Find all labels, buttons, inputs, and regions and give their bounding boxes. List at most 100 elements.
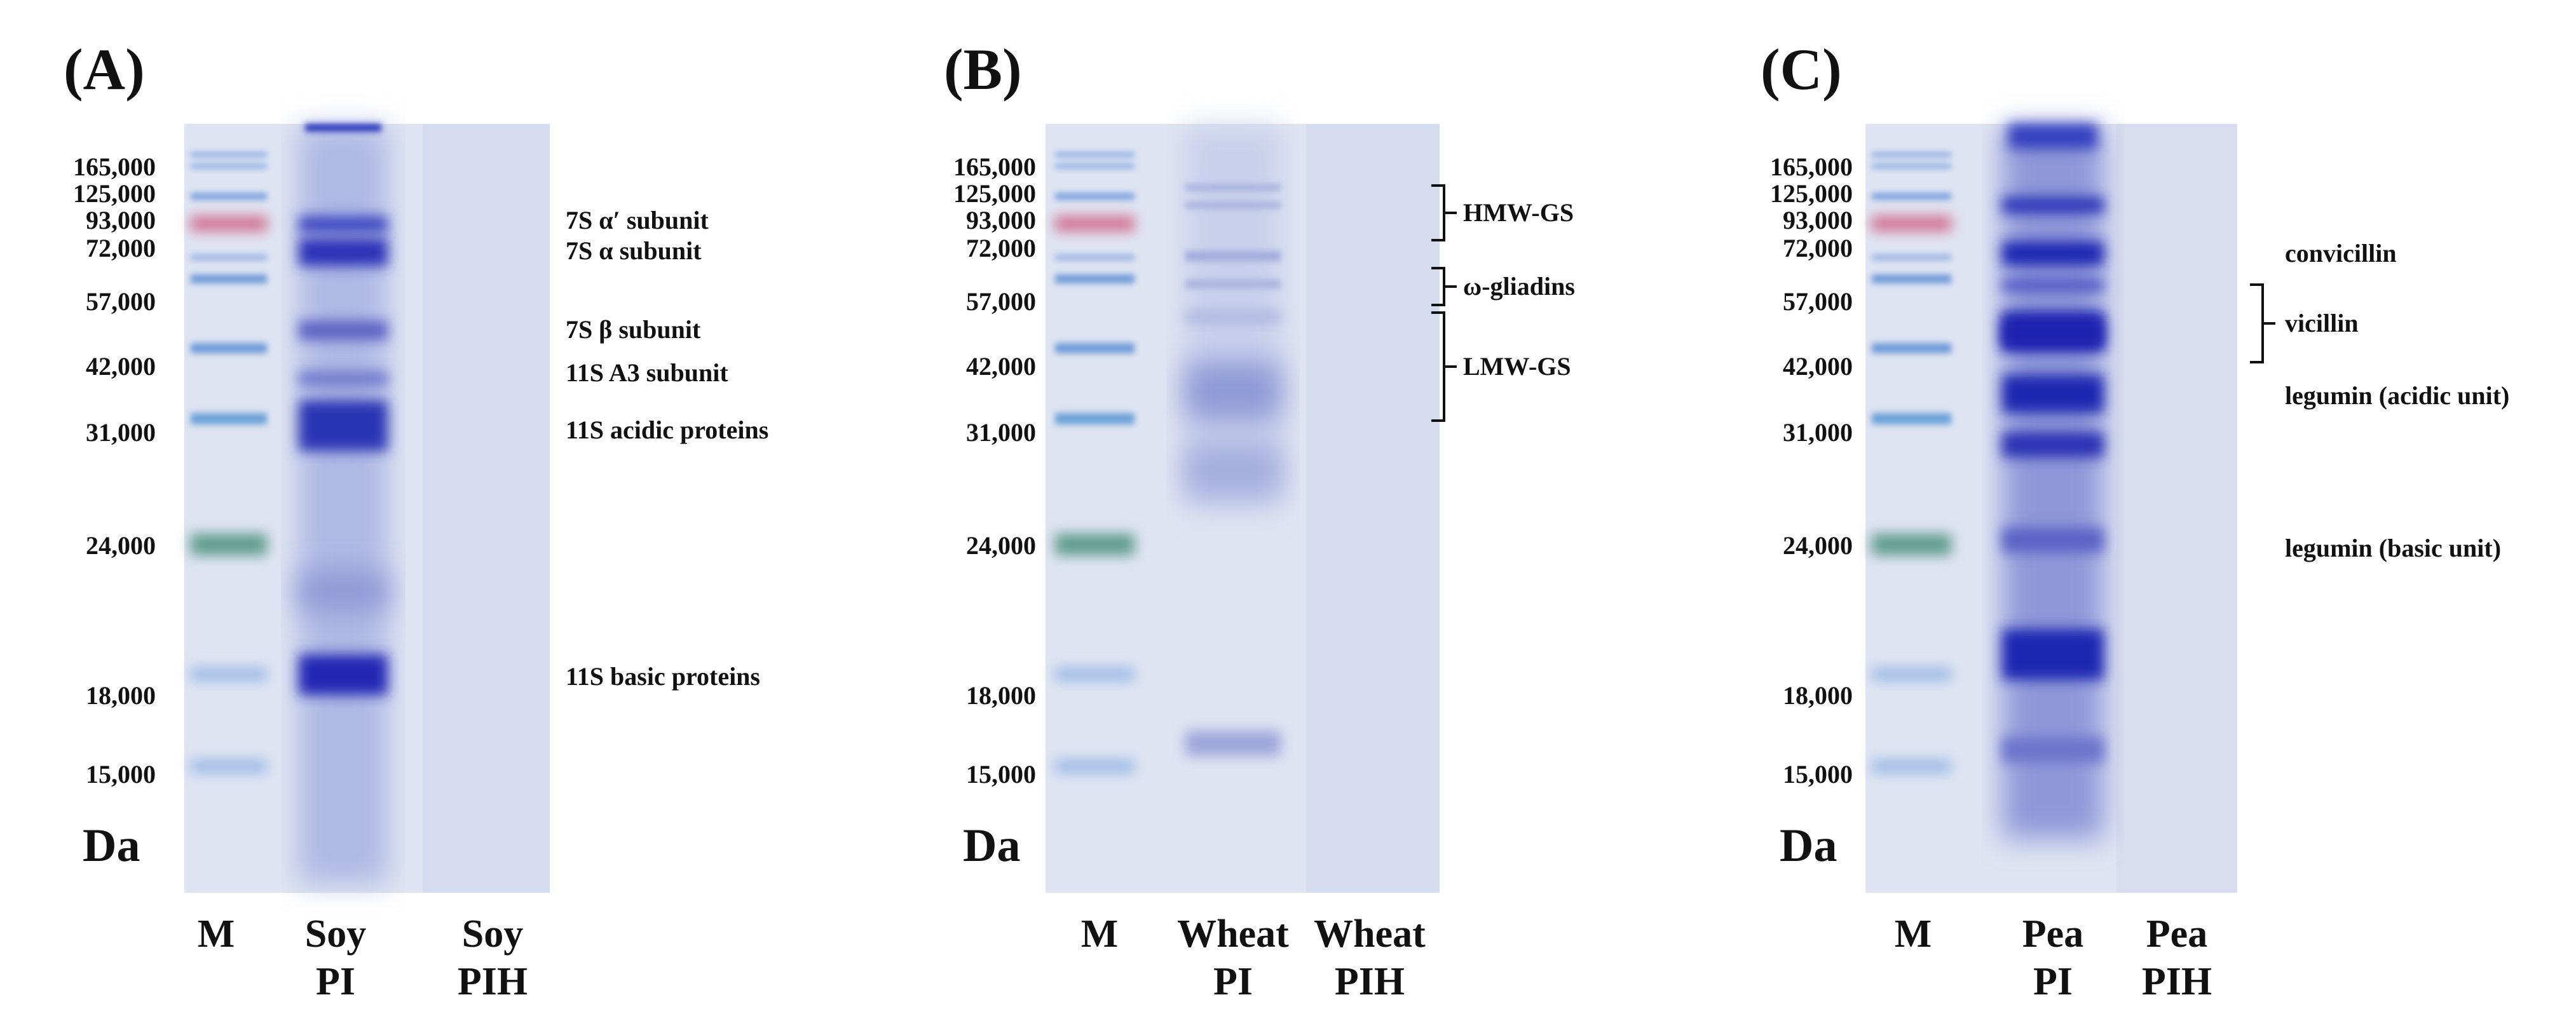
marker-band: [1055, 667, 1135, 681]
mw-label: 24,000: [1783, 531, 1853, 560]
mw-label: 24,000: [86, 531, 156, 560]
panel-a-marker-lane: [191, 152, 267, 773]
mw-label: 42,000: [1783, 352, 1853, 381]
panel-c-annotations: convicillin vicillin legumin (acidic uni…: [2250, 239, 2509, 562]
mw-label: 165,000: [73, 152, 156, 181]
marker-band: [191, 343, 267, 353]
marker-band: [1872, 759, 1951, 773]
lane-label-line2: PIH: [1335, 960, 1405, 1003]
protein-band: [299, 400, 388, 451]
mw-label: 93,000: [966, 206, 1036, 234]
panel-a-mw-labels: 165,000 125,000 93,000 72,000 57,000 42,…: [73, 152, 156, 789]
mw-label: 15,000: [86, 760, 156, 789]
marker-band: [1872, 343, 1951, 353]
protein-band: [2002, 280, 2104, 291]
mw-label: 57,000: [966, 287, 1036, 316]
band-annotation: vicillin: [2285, 309, 2359, 337]
protein-band: [2002, 318, 2104, 349]
mw-label: 93,000: [86, 206, 156, 234]
band-annotation: LMW-GS: [1463, 352, 1571, 381]
mw-label: 42,000: [86, 352, 156, 381]
protein-band: [305, 124, 381, 132]
marker-band: [1872, 164, 1951, 168]
marker-band: [1055, 193, 1135, 200]
marker-band: [191, 759, 267, 773]
band-annotation: ω-gliadins: [1463, 272, 1575, 301]
marker-band: [191, 667, 267, 681]
protein-band: [2002, 375, 2104, 413]
marker-band: [1872, 274, 1951, 283]
annotation-bracket: [1431, 311, 1457, 422]
marker-band: [1872, 216, 1951, 231]
band-annotation: 7S α′ subunit: [566, 206, 709, 234]
lane-label-line1: Wheat: [1177, 912, 1289, 956]
marker-band: [1055, 274, 1135, 283]
marker-band: [1055, 164, 1135, 168]
lane-label-line1: Wheat: [1314, 912, 1426, 956]
panel-c-sample-lane: [2002, 124, 2104, 839]
marker-band: [191, 193, 267, 200]
mw-label: 15,000: [1783, 760, 1853, 789]
protein-band: [1185, 280, 1281, 288]
panel-b-mw-labels: 165,000 125,000 93,000 72,000 57,000 42,…: [953, 152, 1036, 789]
mw-label: 165,000: [953, 152, 1036, 181]
lane-label-line2: PI: [316, 960, 355, 1003]
marker-band: [191, 254, 267, 261]
lane-label-line1: Pea: [2146, 912, 2207, 956]
protein-band: [2002, 737, 2104, 762]
panel-b-sample-lane: [1185, 127, 1281, 756]
marker-band: [1055, 254, 1135, 261]
marker-band: [1055, 152, 1135, 157]
protein-band: [1185, 731, 1281, 756]
lane-label-line2: PI: [2033, 960, 2073, 1003]
marker-band: [1055, 343, 1135, 353]
lane-label-line2: PIH: [2142, 960, 2212, 1003]
panel-c-label: (C): [1761, 37, 1842, 102]
lane-label-line1: Pea: [2022, 912, 2083, 956]
panel-b-label: (B): [944, 37, 1022, 102]
lane-label-line2: PIH: [458, 960, 528, 1003]
panel-a-annotations: 7S α′ subunit 7S α subunit 7S β subunit …: [566, 206, 768, 691]
marker-band: [1055, 413, 1135, 424]
protein-band: [1185, 251, 1281, 261]
lane-label-marker: M: [198, 912, 235, 956]
protein-band: [1185, 184, 1281, 191]
mw-label: 31,000: [966, 418, 1036, 447]
marker-band: [1055, 216, 1135, 231]
panel-c-marker-lane: [1872, 152, 1951, 773]
panel-a-unit-label: Da: [83, 820, 140, 872]
panel-a-hydrolysate-lane-bg: [423, 124, 550, 893]
mw-label: 125,000: [73, 179, 156, 208]
panel-a-lane-labels: M Soy PI Soy PIH: [198, 912, 528, 1003]
protein-band: [1185, 362, 1281, 419]
protein-band: [299, 216, 388, 233]
band-annotation: legumin (basic unit): [2285, 534, 2501, 562]
mw-label: 31,000: [86, 418, 156, 447]
lane-smear: [2002, 127, 2104, 839]
panel-c-hydrolysate-lane-bg: [2116, 124, 2237, 893]
band-annotation: 7S α subunit: [566, 236, 702, 265]
band-annotation: convicillin: [2285, 239, 2397, 268]
marker-band: [191, 216, 267, 231]
protein-band: [2002, 527, 2104, 553]
panel-b-marker-lane: [1055, 152, 1135, 773]
band-annotation: 11S basic proteins: [566, 662, 760, 691]
annotation-bracket: [1431, 267, 1457, 306]
marker-band: [191, 152, 267, 157]
panel-b-lane-labels: M Wheat PI Wheat PIH: [1081, 912, 1426, 1003]
protein-band: [1185, 445, 1281, 496]
mw-label: 72,000: [966, 234, 1036, 262]
mw-label: 165,000: [1770, 152, 1853, 181]
band-annotation: 11S acidic proteins: [566, 416, 768, 444]
mw-label: 31,000: [1783, 418, 1853, 447]
mw-label: 93,000: [1783, 206, 1853, 234]
mw-label: 125,000: [953, 179, 1036, 208]
panel-a-label: (A): [64, 37, 145, 102]
panel-a: (A) 165,000 125,000 93,000 72,000 57,000…: [64, 37, 768, 1003]
protein-band: [299, 654, 388, 695]
band-annotation: HMW-GS: [1463, 198, 1574, 227]
lane-label-marker: M: [1081, 912, 1119, 956]
lane-label-line1: Soy: [462, 912, 523, 956]
panel-c-mw-labels: 165,000 125,000 93,000 72,000 57,000 42,…: [1770, 152, 1853, 789]
annotation-bracket: [1431, 184, 1457, 241]
